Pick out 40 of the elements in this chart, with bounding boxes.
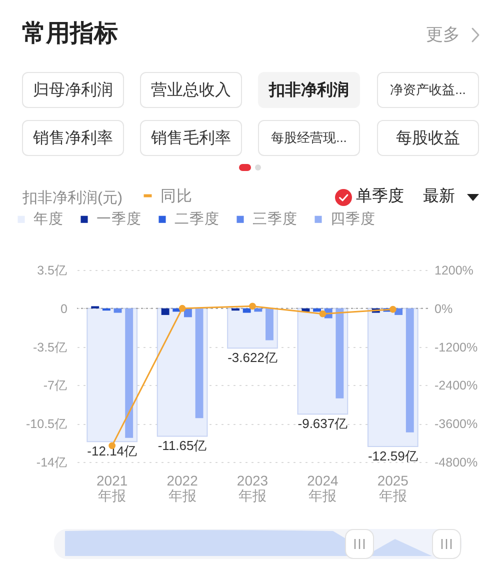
- x-tick-label: 2024 年报: [307, 472, 338, 504]
- y-tick-label: 0: [60, 302, 68, 316]
- chart-title: 常用指标: [22, 19, 118, 49]
- y2-tick-label: 1200%: [434, 264, 474, 278]
- y-tick-label: -10.5亿: [26, 417, 68, 432]
- tab-button: 每股收益: [377, 120, 479, 156]
- data-label: -12.59亿: [368, 448, 418, 464]
- data-label: -9.637亿: [298, 416, 348, 432]
- y2-tick-label: -4800%: [434, 456, 478, 470]
- text: 更多: [426, 24, 460, 46]
- tab-button: 销售净利率: [22, 120, 124, 156]
- tab-button: 归母净利润: [22, 72, 124, 108]
- y2-tick-label: -2400%: [434, 378, 478, 393]
- legend-label: 二季度: [174, 210, 220, 228]
- x-tick-label: 2025 年报: [377, 472, 409, 504]
- tab-button: 销售毛利率: [140, 120, 242, 156]
- y-tick-label: -7亿: [43, 378, 68, 393]
- x-tick-label: 2022 年报: [166, 472, 198, 504]
- data-label: -3.622亿: [228, 350, 278, 366]
- legend-label: 三季度: [252, 210, 298, 228]
- tab-button: 每股经营现...: [258, 120, 360, 156]
- legend-label: 年度: [34, 210, 64, 228]
- data-label: -11.65亿: [158, 438, 207, 454]
- x-tick-label: 2023 年报: [236, 472, 268, 504]
- tab-button: 营业总收入: [140, 72, 242, 108]
- y2-tick-label: 0%: [434, 302, 453, 316]
- y2-tick-label: -3600%: [434, 417, 478, 432]
- legend-label: 四季度: [330, 210, 376, 228]
- y-tick-label: -3.5亿: [32, 340, 68, 354]
- y-tick-label: -14亿: [36, 456, 68, 470]
- tab-button: 扣非净利润: [258, 72, 360, 108]
- text: 最新: [423, 187, 455, 207]
- tab-button: 净资产收益...: [377, 72, 479, 108]
- y2-tick-label: -1200%: [434, 340, 478, 354]
- y-tick-label: 3.5亿: [37, 264, 68, 278]
- legend-label: 一季度: [96, 210, 142, 228]
- y-axis-title: 扣非净利润(元): [22, 190, 122, 206]
- x-tick-label: 2021 年报: [96, 472, 128, 504]
- legend-label: 同比: [160, 186, 192, 205]
- text: 单季度: [356, 187, 404, 207]
